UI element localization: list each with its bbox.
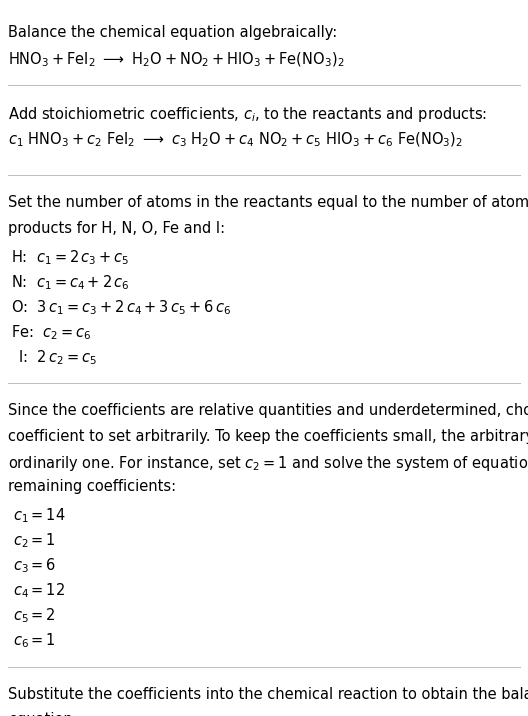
Text: remaining coefficients:: remaining coefficients: <box>8 479 176 493</box>
Text: $c_4 = 12$: $c_4 = 12$ <box>13 581 65 600</box>
Text: $\mathrm{HNO_3 + FeI_2 \ \longrightarrow \ H_2O + NO_2 + HIO_3 + Fe(NO_3)_2}$: $\mathrm{HNO_3 + FeI_2 \ \longrightarrow… <box>8 50 344 69</box>
Text: $c_6 = 1$: $c_6 = 1$ <box>13 632 56 650</box>
Text: ordinarily one. For instance, set $c_2 = 1$ and solve the system of equations fo: ordinarily one. For instance, set $c_2 =… <box>8 454 528 473</box>
Text: I:  $2\,c_2 = c_5$: I: $2\,c_2 = c_5$ <box>18 349 97 367</box>
Text: Set the number of atoms in the reactants equal to the number of atoms in the: Set the number of atoms in the reactants… <box>8 195 528 211</box>
Text: O:  $3\,c_1 = c_3 + 2\,c_4 + 3\,c_5 + 6\,c_6$: O: $3\,c_1 = c_3 + 2\,c_4 + 3\,c_5 + 6\,… <box>11 299 231 317</box>
Text: equation:: equation: <box>8 712 78 716</box>
Text: $c_3 = 6$: $c_3 = 6$ <box>13 556 56 575</box>
Text: Fe:  $c_2 = c_6$: Fe: $c_2 = c_6$ <box>11 324 91 342</box>
Text: $c_2 = 1$: $c_2 = 1$ <box>13 531 56 550</box>
Text: Balance the chemical equation algebraically:: Balance the chemical equation algebraica… <box>8 25 337 40</box>
Text: $c_5 = 2$: $c_5 = 2$ <box>13 606 56 625</box>
Text: $c_1 = 14$: $c_1 = 14$ <box>13 506 66 525</box>
Text: coefficient to set arbitrarily. To keep the coefficients small, the arbitrary va: coefficient to set arbitrarily. To keep … <box>8 429 528 443</box>
Text: $c_1\ \mathrm{HNO_3} + c_2\ \mathrm{FeI_2} \ \longrightarrow \ c_3\ \mathrm{H_2O: $c_1\ \mathrm{HNO_3} + c_2\ \mathrm{FeI_… <box>8 130 463 149</box>
Text: H:  $c_1 = 2\,c_3 + c_5$: H: $c_1 = 2\,c_3 + c_5$ <box>11 248 129 267</box>
Text: N:  $c_1 = c_4 + 2\,c_6$: N: $c_1 = c_4 + 2\,c_6$ <box>11 274 129 292</box>
Text: Since the coefficients are relative quantities and underdetermined, choose a: Since the coefficients are relative quan… <box>8 404 528 418</box>
Text: Substitute the coefficients into the chemical reaction to obtain the balanced: Substitute the coefficients into the che… <box>8 687 528 702</box>
Text: Add stoichiometric coefficients, $c_i$, to the reactants and products:: Add stoichiometric coefficients, $c_i$, … <box>8 105 487 125</box>
Text: products for H, N, O, Fe and I:: products for H, N, O, Fe and I: <box>8 221 225 236</box>
